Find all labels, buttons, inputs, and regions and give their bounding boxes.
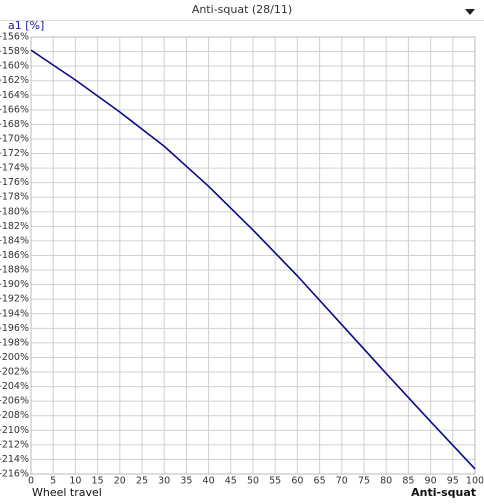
y-tick-label: -216% [0,469,29,480]
x-tick-label: 80 [380,476,392,487]
x-tick-label: 45 [225,476,237,487]
y-axis-label: a1 [%] [8,19,44,32]
x-tick-label: 15 [92,476,104,487]
y-tick-label: -196% [0,323,29,334]
x-tick-label: 20 [114,476,126,487]
y-tick-label: -178% [0,192,29,203]
x-tick-label: 40 [203,476,215,487]
y-tick-label: -186% [0,250,29,261]
y-tick-label: -208% [0,410,29,421]
y-tick-label: -202% [0,367,29,378]
y-tick-label: -210% [0,425,29,436]
y-tick-label: -176% [0,177,29,188]
y-tick-label: -162% [0,75,29,86]
x-tick-label: 100 [466,476,484,487]
x-tick-label: 50 [247,476,259,487]
x-tick-label: 30 [158,476,170,487]
chart-title: Anti-squat (28/11) [192,3,292,16]
y-tick-label: -166% [0,104,29,115]
x-tick-label: 25 [136,476,148,487]
x-tick-label: 5 [50,476,56,487]
dropdown-arrow[interactable] [465,9,475,15]
y-tick-label: -164% [0,90,29,101]
x-tick-label: 95 [447,476,459,487]
series-label: Anti-squat [411,486,476,499]
x-tick-label: 0 [28,476,34,487]
x-tick-label: 65 [314,476,326,487]
y-tick-label: -194% [0,308,29,319]
y-tick-label: -160% [0,61,29,72]
x-tick-label: 85 [402,476,414,487]
plot-border [30,36,476,475]
x-tick-label: 55 [269,476,281,487]
y-tick-label: -170% [0,133,29,144]
y-tick-label: -212% [0,439,29,450]
y-tick-label: -174% [0,163,29,174]
x-axis-label: Wheel travel [32,486,102,499]
y-tick-label: -198% [0,337,29,348]
x-tick-label: 35 [180,476,192,487]
x-tick-label: 75 [358,476,370,487]
x-tick-label: 90 [425,476,437,487]
y-tick-label: -206% [0,396,29,407]
y-tick-label: -214% [0,454,29,465]
y-tick-label: -172% [0,148,29,159]
title-bar [0,0,484,20]
y-tick-label: -192% [0,294,29,305]
x-tick-label: 70 [336,476,348,487]
y-tick-label: -188% [0,265,29,276]
y-tick-label: -190% [0,279,29,290]
x-tick-label: 60 [291,476,303,487]
y-tick-label: -168% [0,119,29,130]
y-tick-label: -184% [0,235,29,246]
y-tick-label: -200% [0,352,29,363]
series-line [30,49,476,470]
y-tick-label: -180% [0,206,29,217]
y-tick-label: -204% [0,381,29,392]
y-tick-label: -158% [0,46,29,57]
y-tick-label: -182% [0,221,29,232]
y-tick-label: -156% [0,32,29,43]
x-tick-label: 10 [69,476,81,487]
